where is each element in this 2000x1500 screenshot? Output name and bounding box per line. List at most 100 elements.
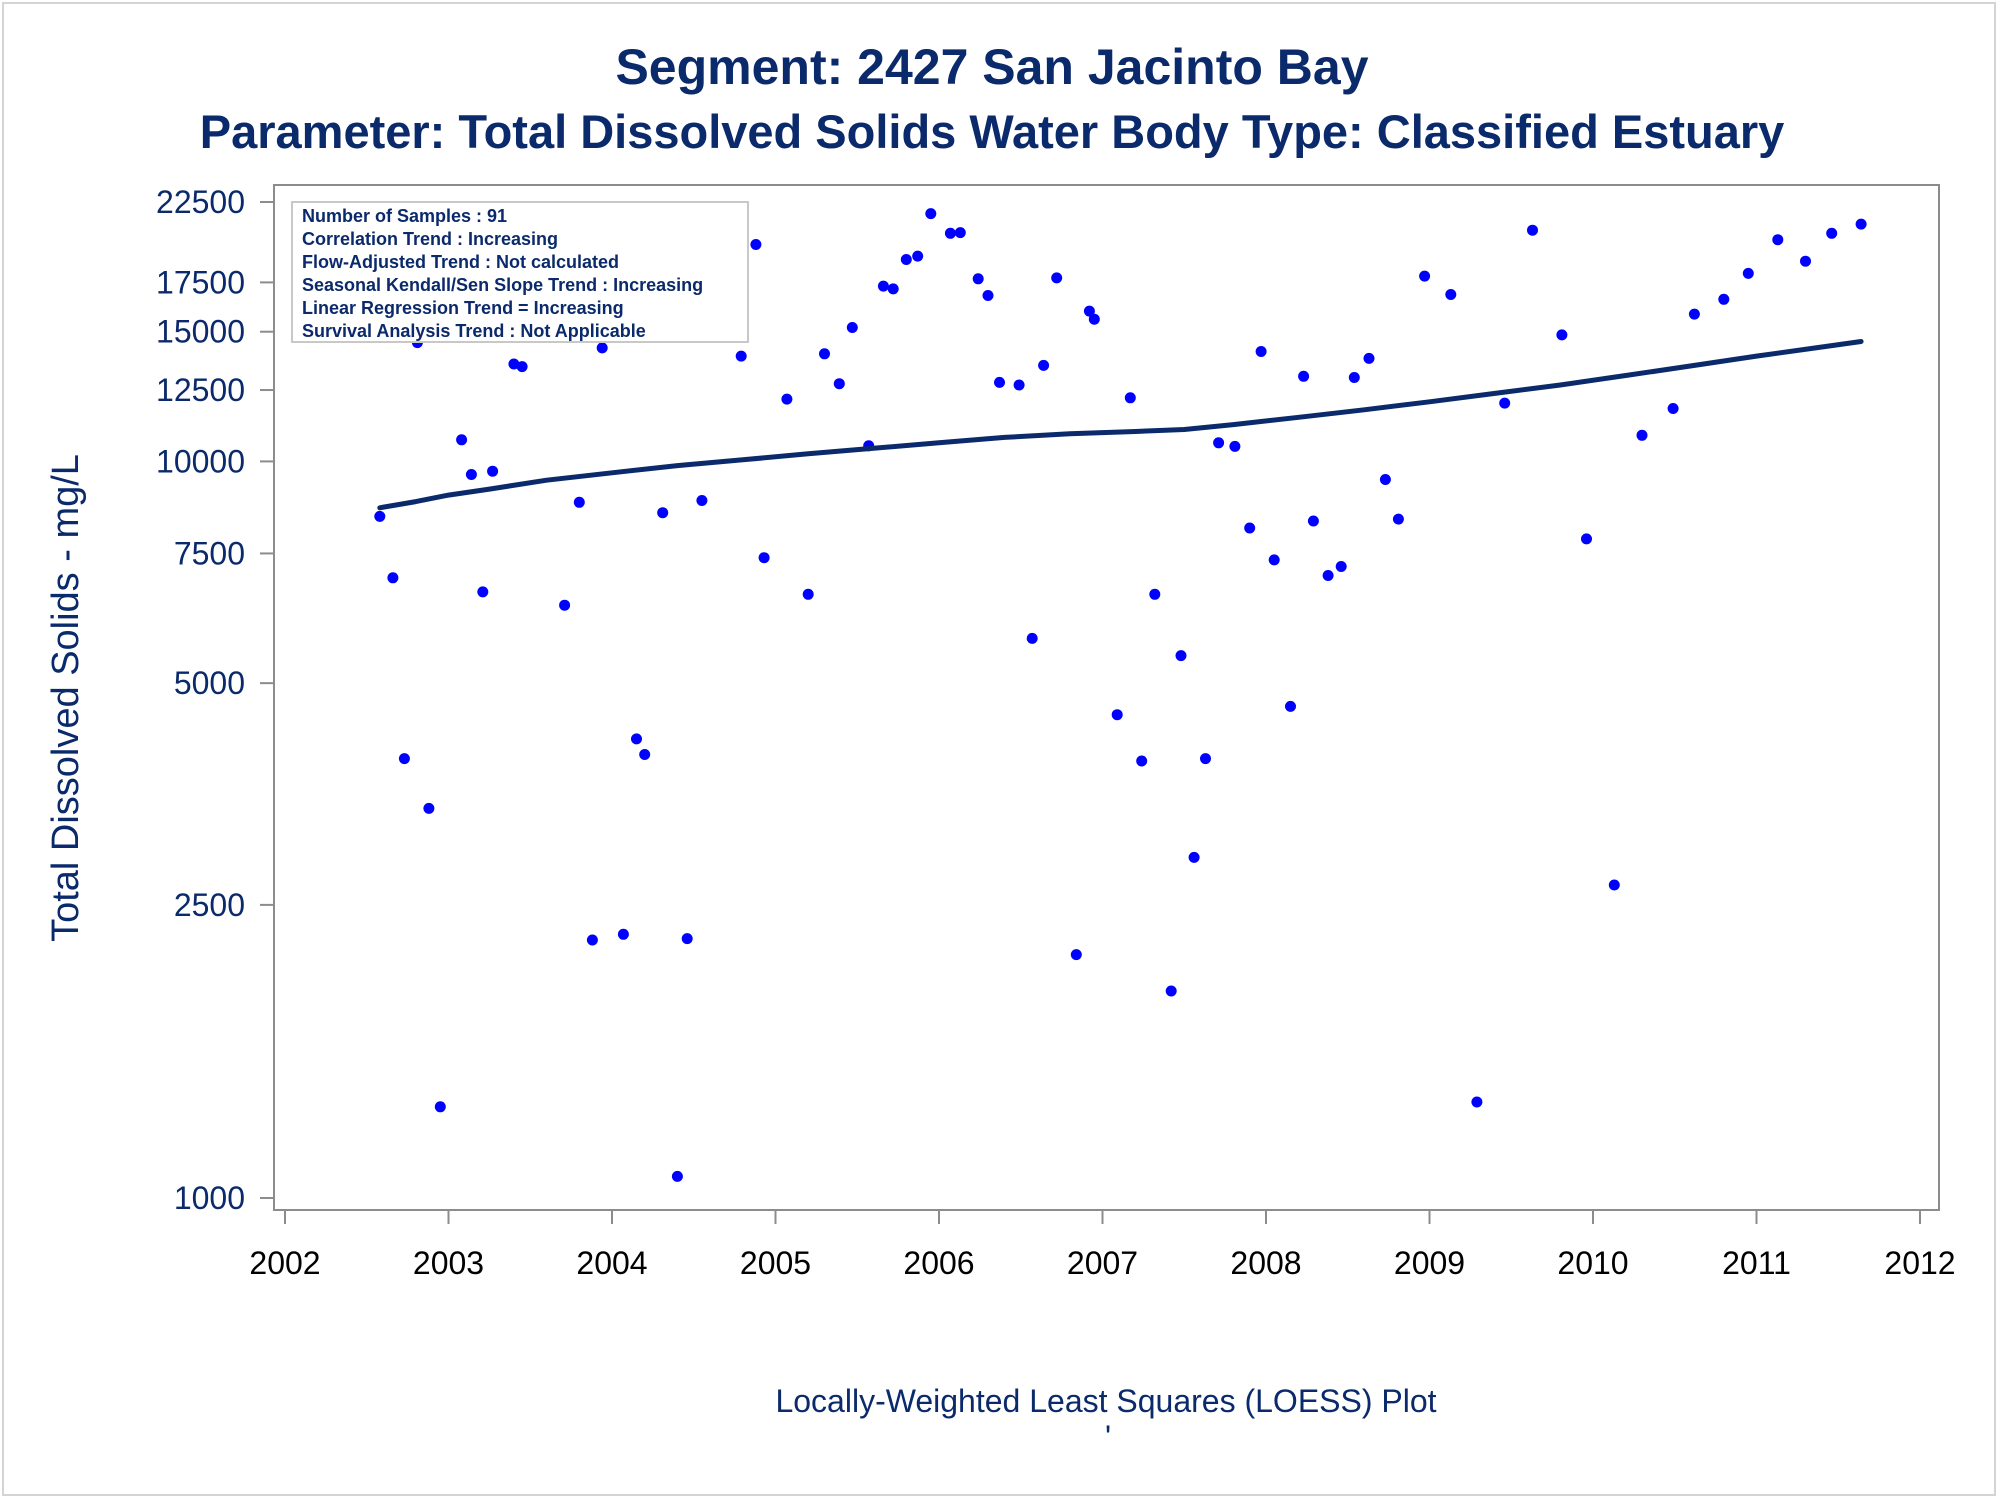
- data-point-33: [846, 322, 858, 333]
- data-point-82: [1636, 429, 1648, 441]
- data-point-23: [681, 933, 693, 945]
- x-tick-label-2007: 2007: [1067, 1245, 1138, 1281]
- data-point-31: [819, 348, 830, 360]
- loess-line: [377, 339, 1864, 511]
- data-point-37: [900, 254, 912, 265]
- data-point-40: [944, 227, 956, 239]
- data-point-29: [781, 393, 793, 405]
- data-point-65: [1285, 700, 1296, 712]
- stats-line-samples: Number of Samples : 91: [302, 206, 507, 226]
- data-point-84: [1688, 308, 1700, 320]
- data-point-51: [1088, 313, 1100, 325]
- data-point-39: [925, 208, 937, 220]
- data-point-85: [1718, 293, 1730, 305]
- data-point-12: [516, 361, 528, 373]
- x-tick-label-2003: 2003: [413, 1245, 484, 1281]
- data-point-42: [972, 273, 984, 285]
- x-tick-label-2008: 2008: [1230, 1245, 1301, 1281]
- data-point-66: [1298, 370, 1310, 382]
- data-point-88: [1800, 255, 1811, 267]
- data-point-3: [398, 753, 410, 765]
- y-tick-label-1000: 1000: [174, 1180, 245, 1216]
- data-point-44: [994, 376, 1005, 388]
- data-point-24: [696, 495, 708, 506]
- stats-line-linear-regression: Linear Regression Trend = Increasing: [302, 298, 624, 318]
- data-point-80: [1581, 533, 1592, 545]
- data-point-47: [1038, 359, 1050, 371]
- data-point-62: [1244, 522, 1256, 534]
- y-tick-label-2500: 2500: [174, 887, 245, 923]
- data-point-43: [982, 290, 994, 301]
- data-point-76: [1471, 1096, 1483, 1108]
- data-point-19: [631, 733, 642, 745]
- data-point-49: [1070, 949, 1082, 961]
- data-points: [374, 208, 1867, 1182]
- data-point-52: [1111, 709, 1123, 721]
- data-point-54: [1136, 755, 1148, 767]
- data-point-20: [639, 749, 651, 760]
- data-point-60: [1213, 437, 1225, 449]
- data-point-1: [374, 510, 386, 522]
- data-point-16: [586, 934, 598, 946]
- data-point-70: [1348, 372, 1360, 383]
- chart-title: Segment: 2427 San Jacinto Bay: [615, 39, 1368, 95]
- data-point-64: [1268, 554, 1280, 566]
- data-point-28: [758, 552, 770, 564]
- data-point-86: [1742, 267, 1754, 279]
- data-point-15: [573, 496, 585, 508]
- data-point-30: [802, 588, 814, 600]
- x-tick-label-2002: 2002: [249, 1245, 320, 1281]
- x-tick-label-2012: 2012: [1884, 1245, 1955, 1281]
- data-point-75: [1445, 289, 1457, 300]
- data-point-89: [1826, 227, 1838, 239]
- y-tick-label-7500: 7500: [174, 535, 245, 571]
- x-tick-label-2006: 2006: [903, 1245, 974, 1281]
- x-tick-label-2010: 2010: [1557, 1245, 1628, 1281]
- stats-line-correlation: Correlation Trend : Increasing: [302, 229, 558, 249]
- data-point-38: [912, 250, 924, 262]
- stats-line-survival-analysis: Survival Analysis Trend : Not Applicable: [302, 321, 646, 341]
- data-point-18: [617, 928, 629, 940]
- data-point-27: [750, 239, 762, 250]
- y-axis-label: Total Dissolved Solids - mg/L: [45, 454, 87, 942]
- data-point-68: [1322, 570, 1334, 581]
- data-point-61: [1229, 440, 1241, 452]
- data-point-5: [423, 802, 435, 814]
- data-point-6: [434, 1101, 446, 1113]
- plot-footnote: Locally-Weighted Least Squares (LOESS) P…: [775, 1383, 1436, 1419]
- x-tick-label-2004: 2004: [576, 1245, 647, 1281]
- data-point-74: [1419, 270, 1431, 282]
- data-point-35: [877, 280, 889, 292]
- data-point-10: [487, 465, 499, 477]
- data-point-81: [1608, 879, 1620, 891]
- data-point-2: [387, 572, 399, 584]
- data-point-77: [1499, 397, 1511, 409]
- data-point-46: [1026, 632, 1038, 644]
- y-tick-label-15000: 15000: [156, 314, 245, 350]
- stats-line-seasonal-kendall: Seasonal Kendall/Sen Slope Trend : Incre…: [302, 275, 703, 295]
- data-point-56: [1165, 985, 1177, 997]
- data-point-59: [1200, 753, 1211, 765]
- y-tick-label-22500: 22500: [156, 184, 245, 220]
- x-axis: 2002 2003 2004 2005 2006 2007 2008 2009 2010 2011…: [249, 1210, 1956, 1281]
- x-tick-label-2011: 2011: [1722, 1245, 1791, 1281]
- data-point-78: [1527, 224, 1538, 236]
- chart-subtitle: Parameter: Total Dissolved Solids Water …: [200, 105, 1785, 158]
- data-point-73: [1392, 513, 1404, 525]
- y-tick-label-10000: 10000: [156, 443, 245, 479]
- data-point-63: [1255, 346, 1267, 357]
- data-point-72: [1379, 474, 1391, 485]
- data-point-21: [657, 507, 669, 519]
- x-tick-label-2009: 2009: [1394, 1245, 1465, 1281]
- y-tick-label-5000: 5000: [174, 665, 245, 701]
- data-point-69: [1335, 561, 1347, 572]
- data-point-87: [1772, 234, 1784, 246]
- data-point-9: [477, 586, 489, 598]
- stats-box-frame: [291, 201, 749, 343]
- plot-footnote-mark: ': [1105, 1419, 1111, 1455]
- data-point-8: [465, 469, 477, 480]
- y-tick-label-12500: 12500: [156, 372, 245, 408]
- data-point-53: [1124, 392, 1136, 404]
- data-point-41: [954, 227, 966, 239]
